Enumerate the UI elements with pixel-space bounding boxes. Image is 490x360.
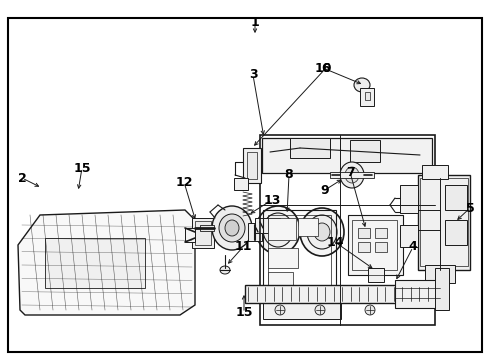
Bar (400, 185, 418, 213)
Ellipse shape (275, 305, 285, 315)
Bar (420, 178, 468, 266)
Text: 6: 6 (322, 62, 330, 75)
Bar (348, 215, 403, 275)
Ellipse shape (345, 167, 359, 183)
Ellipse shape (354, 78, 370, 92)
Bar (435, 268, 449, 310)
Bar (263, 297, 341, 319)
Ellipse shape (220, 266, 230, 274)
Text: 8: 8 (285, 168, 294, 181)
Text: 15: 15 (235, 306, 253, 320)
Bar (445, 185, 467, 210)
Text: 11: 11 (234, 240, 252, 253)
Text: 5: 5 (466, 202, 474, 215)
Bar (290, 138, 330, 158)
Bar (45, 238, 145, 288)
Text: 13: 13 (263, 194, 281, 207)
Bar (330, 172, 374, 178)
Text: 4: 4 (409, 240, 417, 253)
Bar (358, 228, 370, 238)
Text: 12: 12 (175, 175, 193, 189)
Bar (368, 268, 384, 282)
Bar (245, 285, 430, 303)
Ellipse shape (225, 220, 239, 236)
Text: 14: 14 (326, 235, 344, 248)
Bar (360, 88, 374, 106)
Text: 9: 9 (320, 184, 329, 197)
Bar (248, 223, 262, 241)
Bar (352, 220, 397, 270)
Text: 15: 15 (73, 162, 91, 175)
Bar (268, 218, 296, 240)
Bar (418, 175, 470, 270)
Bar (255, 218, 280, 233)
Bar (200, 225, 214, 231)
Bar (262, 138, 432, 173)
Bar (400, 225, 418, 247)
Ellipse shape (300, 208, 344, 256)
Text: 2: 2 (18, 171, 26, 184)
Bar (195, 221, 211, 245)
Bar (445, 220, 467, 245)
Bar (358, 242, 370, 252)
Ellipse shape (365, 305, 375, 315)
Ellipse shape (307, 215, 337, 249)
Ellipse shape (270, 221, 286, 239)
Text: 1: 1 (250, 15, 259, 28)
Text: 3: 3 (249, 68, 257, 81)
Bar (234, 178, 248, 190)
Bar (260, 135, 435, 325)
Bar (395, 280, 443, 308)
Ellipse shape (219, 214, 245, 242)
Bar (375, 228, 387, 238)
Bar (298, 218, 318, 236)
Ellipse shape (314, 223, 330, 241)
Bar (350, 140, 380, 162)
Bar (268, 248, 298, 268)
Bar (365, 92, 370, 100)
Text: 10: 10 (314, 62, 332, 75)
Text: 7: 7 (345, 166, 354, 179)
Bar (243, 148, 261, 183)
Bar (375, 242, 387, 252)
Ellipse shape (340, 162, 364, 188)
Bar (192, 218, 214, 248)
Ellipse shape (256, 206, 300, 254)
Bar (247, 152, 257, 179)
Bar (422, 165, 448, 179)
Bar (185, 228, 195, 242)
Ellipse shape (212, 206, 252, 250)
Bar (263, 210, 336, 295)
Polygon shape (18, 210, 195, 315)
Bar (268, 215, 331, 290)
Ellipse shape (263, 213, 293, 247)
Ellipse shape (315, 305, 325, 315)
Bar (425, 265, 455, 283)
Bar (268, 272, 293, 290)
